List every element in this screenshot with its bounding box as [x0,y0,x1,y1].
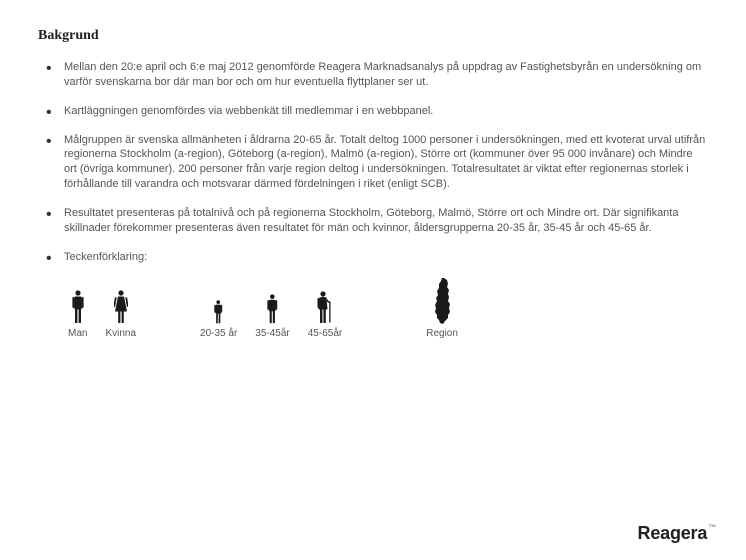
legend-label: Kvinna [105,328,136,339]
legend-item-age-20-35: 20-35 år [200,278,237,339]
brand-text: Reagera [638,523,708,543]
elder-icon [316,278,334,324]
legend-group-gender: Man Kvinna [68,278,136,339]
legend-item-age-45-65: 45-65år [308,278,342,339]
legend-group-region: Region [426,278,458,339]
man-icon [267,278,278,324]
page-title: Bakgrund [38,28,708,44]
legend-item-age-35-45: 35-45år [255,278,289,339]
legend-label: 45-65år [308,328,342,339]
legend-item-region: Region [426,278,458,339]
bullet-item: Mellan den 20:e april och 6:e maj 2012 g… [46,60,708,90]
brand-tm: ™ [708,523,716,532]
legend-item-woman: Kvinna [105,278,136,339]
woman-icon [114,278,128,324]
legend-label: 35-45år [255,328,289,339]
bullet-item: Teckenförklaring: [46,250,708,265]
brand-logo: Reagera™ [638,523,716,544]
bullet-item: Kartläggningen genomfördes via webbenkät… [46,104,708,119]
bullet-item: Målgruppen är svenska allmänheten i åldr… [46,133,708,192]
legend-row: Man Kvinna [68,278,708,339]
legend-group-age: 20-35 år 35-45år [200,278,342,339]
bullet-item: Resultatet presenteras på totalnivå och … [46,206,708,236]
sweden-map-icon [431,278,453,324]
legend-label: Region [426,328,458,339]
man-icon [214,278,222,324]
legend-label: Man [68,328,87,339]
legend-label: 20-35 år [200,328,237,339]
legend-item-man: Man [68,278,87,339]
man-icon [72,278,84,324]
bullet-list: Mellan den 20:e april och 6:e maj 2012 g… [38,60,708,264]
